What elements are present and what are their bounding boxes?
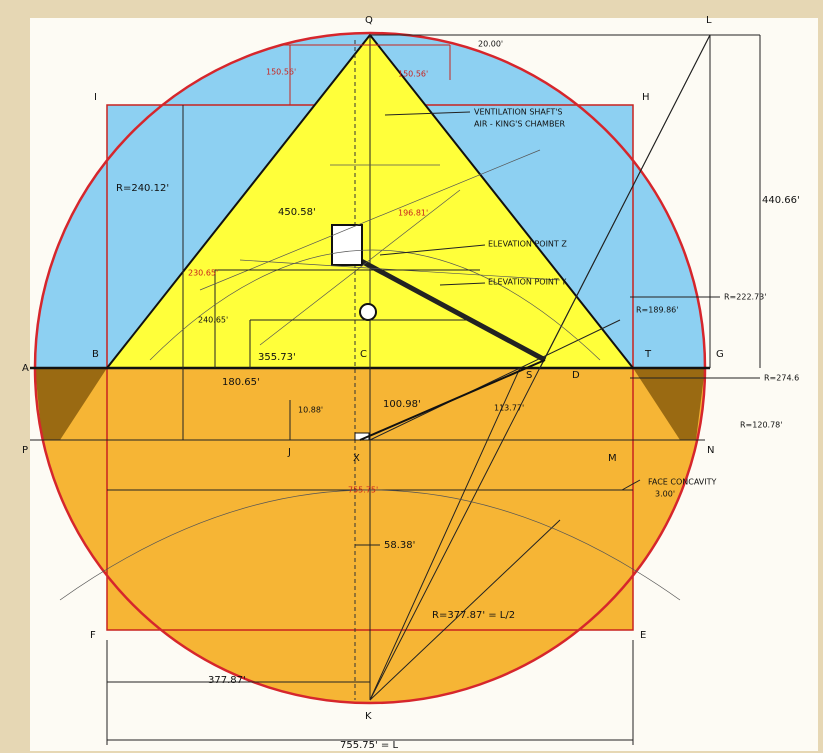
point-labels: Q L I H A B C T G S D P N J X M F E K bbox=[22, 15, 724, 722]
point-label: Q bbox=[365, 15, 373, 26]
dimension: R=377.87' = L/2 bbox=[432, 610, 515, 621]
annotation: ELEVATION POINT Z bbox=[488, 240, 567, 249]
point-label: T bbox=[644, 349, 652, 360]
point-label: N bbox=[707, 445, 714, 456]
point-label: D bbox=[572, 370, 580, 381]
dimension: 230.65' bbox=[188, 269, 218, 278]
point-label: K bbox=[365, 711, 372, 722]
dimension: R=189.86' bbox=[636, 306, 678, 315]
dimension: 755.75' bbox=[348, 486, 378, 495]
annotation: ELEVATION POINT Y bbox=[488, 278, 566, 287]
dimension: 150.56' bbox=[398, 70, 428, 79]
dimension: 58.38' bbox=[384, 540, 415, 551]
dimensions: R=240.12' 450.58' 440.66' R=189.86' R=22… bbox=[116, 40, 800, 752]
dimension: 440.66' bbox=[762, 195, 800, 206]
point-label: B bbox=[92, 349, 99, 360]
dimension: R=240.12' bbox=[116, 183, 169, 194]
dimension: 20.00' bbox=[478, 40, 503, 49]
annotations: VENTILATION SHAFT'S AIR - KING'S CHAMBER… bbox=[474, 108, 717, 499]
annotation: VENTILATION SHAFT'S bbox=[474, 108, 563, 117]
annotation: AIR - KING'S CHAMBER bbox=[474, 120, 565, 129]
point-label: X bbox=[353, 453, 360, 464]
dimension: 196.81' bbox=[398, 209, 428, 218]
point-label: H bbox=[642, 92, 650, 103]
dimension: 450.58' bbox=[278, 207, 316, 218]
point-label: L bbox=[706, 15, 712, 26]
dimension: R=120.78' bbox=[740, 421, 782, 430]
point-label: I bbox=[94, 92, 97, 103]
point-label: M bbox=[608, 453, 617, 464]
annotation: FACE CONCAVITY bbox=[648, 478, 717, 487]
dimension: R=274.6 bbox=[764, 374, 799, 383]
point-label: A bbox=[22, 363, 29, 374]
dimension: 113.77' bbox=[494, 404, 524, 413]
dimension: R=222.73' bbox=[724, 293, 766, 302]
point-label: P bbox=[22, 445, 28, 456]
point-label: G bbox=[716, 349, 724, 360]
dimension: 355.73' bbox=[258, 352, 296, 363]
shapes bbox=[30, 31, 761, 745]
point-label: J bbox=[287, 447, 291, 458]
dimension: 240.65' bbox=[198, 316, 228, 325]
dimension: 150.56' bbox=[266, 68, 296, 77]
point-label: E bbox=[640, 630, 646, 641]
dimension: 755.75' = L bbox=[340, 740, 398, 751]
dimension: 100.98' bbox=[383, 399, 421, 410]
point-label: S bbox=[526, 370, 532, 381]
point-label: F bbox=[90, 630, 96, 641]
dimension: 377.87' bbox=[208, 675, 246, 686]
annotation: 3.00' bbox=[655, 490, 675, 499]
dimension: 180.65' bbox=[222, 377, 260, 388]
dimension: 10.88' bbox=[298, 406, 323, 415]
point-label: C bbox=[360, 349, 367, 360]
